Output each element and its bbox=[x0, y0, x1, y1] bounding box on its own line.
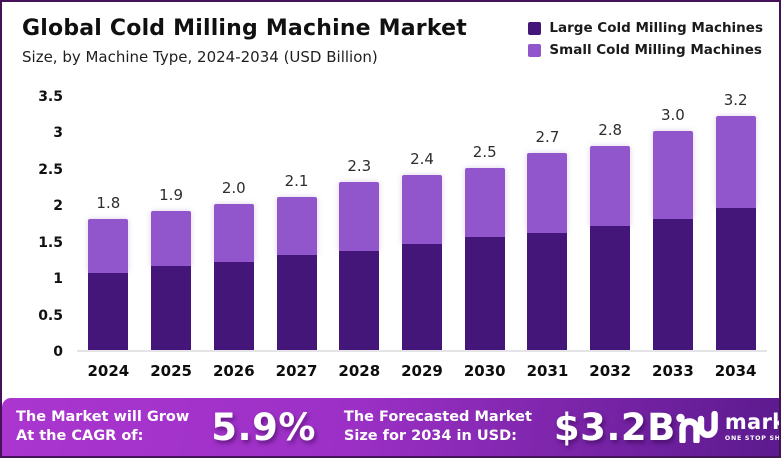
bar-2029: 2.4 bbox=[402, 150, 442, 350]
x-tick-2025: 2025 bbox=[150, 362, 192, 380]
legend: Large Cold Milling Machines Small Cold Mi… bbox=[528, 20, 763, 58]
bar-total-label: 2.0 bbox=[221, 179, 246, 198]
bar-2026: 2.0 bbox=[213, 179, 254, 350]
legend-swatch bbox=[528, 21, 542, 35]
bar-2027: 2.1 bbox=[276, 171, 317, 350]
segment-large-2028 bbox=[339, 251, 380, 350]
forecast-label: The Forecasted Market Size for 2034 in U… bbox=[344, 408, 532, 446]
forecast-value: $3.2B bbox=[553, 405, 676, 449]
segment-large-2030 bbox=[464, 236, 505, 350]
bar-2028: 2.3 bbox=[339, 157, 380, 350]
bar-total-label: 3.2 bbox=[723, 91, 748, 110]
bar-total-label: 2.4 bbox=[410, 149, 434, 168]
bar-2031: 2.7 bbox=[527, 127, 568, 350]
y-tick-2: 2 bbox=[53, 198, 63, 214]
segment-large-2025 bbox=[151, 266, 192, 350]
x-tick-2031: 2031 bbox=[526, 362, 569, 380]
bar-2030: 2.5 bbox=[464, 142, 505, 350]
bar-total-label: 2.3 bbox=[347, 157, 372, 176]
bar-total-label: 2.7 bbox=[535, 127, 560, 146]
cagr-label-line2: At the CAGR of: bbox=[16, 428, 144, 444]
segment-small-2026 bbox=[213, 204, 254, 263]
x-tick-2028: 2028 bbox=[338, 362, 381, 380]
segment-small-2029 bbox=[402, 174, 442, 245]
bar-total-label: 2.8 bbox=[598, 120, 623, 139]
cagr-label-line1: The Market will Grow bbox=[16, 409, 190, 425]
stacked-bar-chart: 0 0.5 1 1.5 2 2.5 3 3.5 1.8 1.9 2.0 2.1 2.3 2.4 2.5 2.… bbox=[2, 89, 779, 390]
x-tick-2027: 2027 bbox=[275, 362, 318, 380]
bar-2032: 2.8 bbox=[590, 120, 631, 350]
x-tick-2029: 2029 bbox=[401, 362, 443, 380]
bar-total-label: 1.8 bbox=[96, 193, 121, 212]
y-tick-0.5: 0.5 bbox=[38, 307, 63, 324]
segment-large-2026 bbox=[213, 262, 254, 350]
segment-small-2030 bbox=[464, 167, 505, 237]
cagr-label: The Market will Grow At the CAGR of: bbox=[16, 408, 189, 446]
segment-large-2024 bbox=[88, 273, 129, 350]
legend-label: Large Cold Milling Machines bbox=[549, 20, 763, 36]
x-tick-2032: 2032 bbox=[589, 362, 632, 380]
bar-2034: 3.2 bbox=[715, 91, 756, 350]
legend-label: Small Cold Milling Machines bbox=[549, 42, 762, 58]
segment-small-2033 bbox=[652, 131, 693, 219]
page-subtitle: Size, by Machine Type, 2024-2034 (USD Bi… bbox=[22, 48, 378, 66]
bar-total-label: 2.5 bbox=[472, 142, 497, 161]
y-tick-2.5: 2.5 bbox=[38, 161, 63, 178]
y-tick-1.5: 1.5 bbox=[38, 234, 63, 251]
forecast-label-line2: Size for 2034 in USD: bbox=[343, 428, 517, 444]
y-tick-1: 1 bbox=[53, 271, 63, 287]
segment-small-2031 bbox=[527, 152, 568, 234]
x-tick-2026: 2026 bbox=[212, 362, 255, 380]
y-tick-3: 3 bbox=[53, 125, 63, 141]
bar-total-label: 2.1 bbox=[284, 171, 309, 190]
x-tick-2030: 2030 bbox=[463, 362, 506, 380]
legend-swatch bbox=[528, 43, 542, 57]
brand-name: market.us bbox=[724, 409, 781, 434]
segment-small-2032 bbox=[590, 145, 631, 226]
brand-tagline: ONE STOP SHOP FOR THE REPORTS bbox=[724, 434, 781, 442]
segment-large-2034 bbox=[715, 207, 756, 350]
y-axis: 0 0.5 1 1.5 2 2.5 3 3.5 bbox=[2, 89, 77, 361]
segment-large-2032 bbox=[590, 225, 631, 350]
page-title: Global Cold Milling Machine Market bbox=[22, 16, 467, 41]
bar-2025: 1.9 bbox=[151, 186, 192, 350]
marketus-logo-icon bbox=[676, 411, 718, 443]
plot-area: 1.8 1.9 2.0 2.1 2.3 2.4 2.5 2.7 2.8 3.0 3.2 bbox=[77, 91, 767, 352]
header: Global Cold Milling Machine Market Size,… bbox=[22, 16, 467, 66]
segment-small-2028 bbox=[339, 182, 380, 252]
segment-small-2024 bbox=[88, 218, 129, 274]
cagr-value: 5.9% bbox=[211, 405, 316, 449]
segment-small-2034 bbox=[715, 116, 756, 208]
y-tick-3.5: 3.5 bbox=[38, 88, 63, 105]
legend-item-1: Small Cold Milling Machines bbox=[528, 42, 763, 58]
x-tick-2033: 2033 bbox=[652, 362, 694, 380]
segment-small-2025 bbox=[151, 211, 192, 267]
segment-large-2029 bbox=[402, 244, 442, 350]
x-tick-2034: 2034 bbox=[714, 362, 757, 380]
brand-logo: market.us ONE STOP SHOP FOR THE REPORTS bbox=[676, 409, 781, 443]
brand-text: market.us ONE STOP SHOP FOR THE REPORTS bbox=[724, 409, 781, 442]
x-axis: 2024 2025 2026 2027 2028 2029 2030 2031 2032 2033… bbox=[77, 352, 767, 390]
y-tick-0: 0 bbox=[53, 344, 63, 360]
segment-large-2033 bbox=[652, 218, 693, 350]
bar-total-label: 3.0 bbox=[660, 106, 685, 125]
bar-2033: 3.0 bbox=[652, 106, 693, 350]
footer-banner: The Market will Grow At the CAGR of: 5.9… bbox=[2, 398, 779, 456]
bar-2024: 1.8 bbox=[88, 193, 129, 350]
forecast-label-line1: The Forecasted Market bbox=[343, 409, 532, 425]
bar-total-label: 1.9 bbox=[159, 186, 183, 205]
x-tick-2024: 2024 bbox=[87, 362, 130, 380]
legend-item-0: Large Cold Milling Machines bbox=[528, 20, 763, 36]
segment-small-2027 bbox=[276, 196, 317, 256]
segment-large-2031 bbox=[527, 233, 568, 350]
segment-large-2027 bbox=[276, 255, 317, 350]
